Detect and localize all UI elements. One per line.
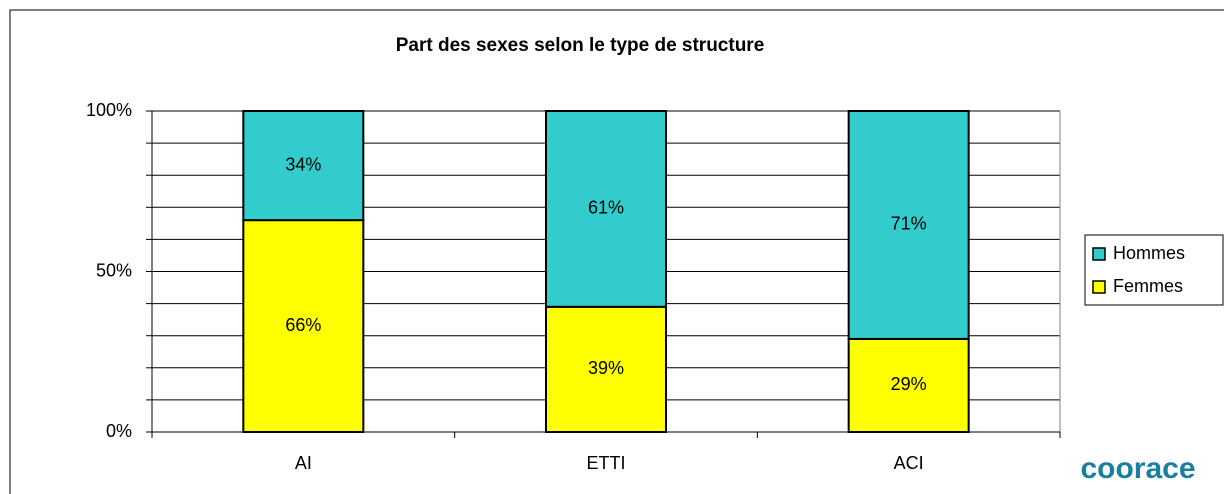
- bar-segment: [242, 110, 365, 222]
- y-tick-label: 0%: [106, 421, 132, 441]
- value-label: 71%: [891, 214, 927, 234]
- value-label: 34%: [285, 154, 321, 174]
- x-tick-label: AI: [295, 453, 312, 473]
- x-tick-label: ACI: [894, 453, 924, 473]
- bar-segment: [545, 110, 667, 308]
- y-tick-label: 100%: [86, 100, 132, 120]
- x-tick-label: ETTI: [587, 453, 626, 473]
- chart-title: Part des sexes selon le type de structur…: [396, 35, 765, 56]
- legend-label: Hommes: [1113, 243, 1185, 263]
- value-label: 39%: [588, 358, 624, 378]
- bar-segment: [545, 305, 667, 433]
- y-tick-label: 50%: [96, 260, 132, 280]
- bar-segment: [847, 337, 970, 433]
- value-label: 66%: [285, 315, 321, 335]
- value-label: 29%: [891, 374, 927, 394]
- legend-swatch: [1092, 247, 1106, 261]
- logo: coorace: [1080, 452, 1195, 485]
- bar-segment: [242, 219, 365, 433]
- bar-segment: [847, 110, 970, 340]
- legend-swatch: [1092, 280, 1106, 294]
- value-label: 61%: [588, 198, 624, 218]
- legend-box: [1084, 234, 1224, 306]
- legend-label: Femmes: [1113, 276, 1183, 296]
